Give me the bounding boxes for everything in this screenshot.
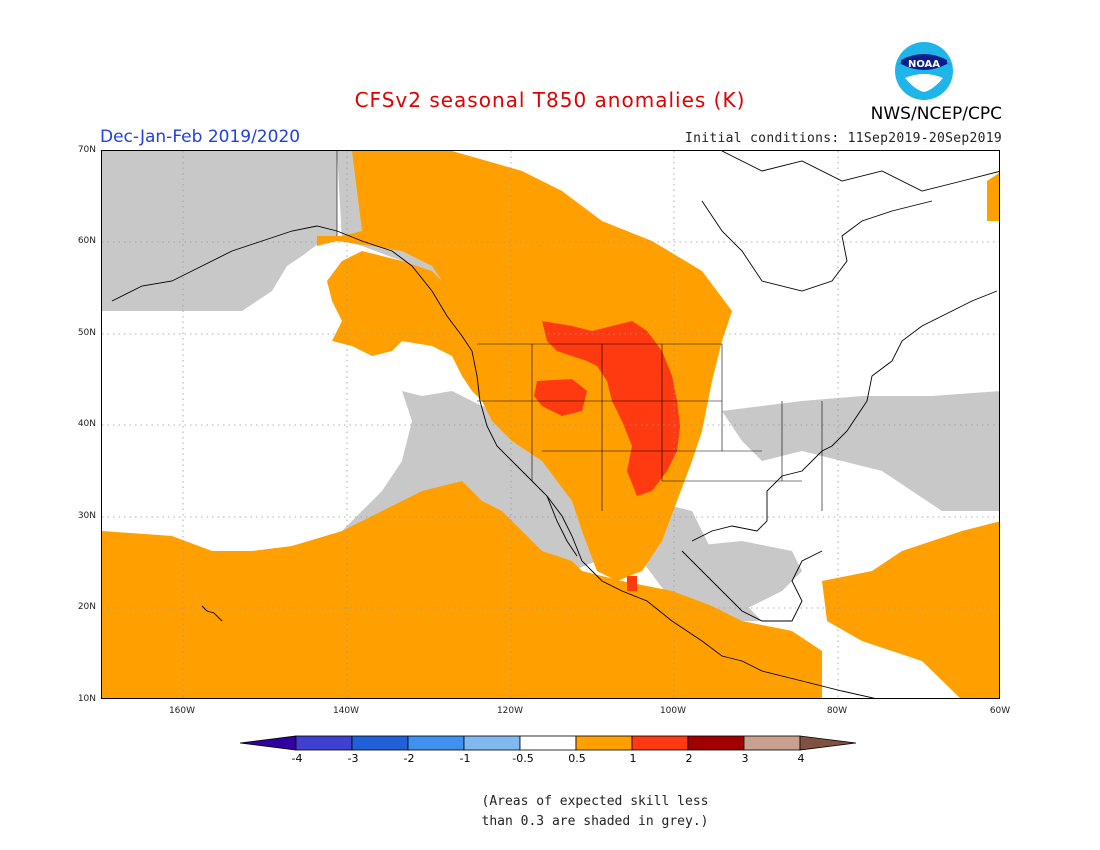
state-boundaries [336,151,823,511]
skill-footnote: (Areas of expected skill less than 0.3 a… [0,792,1100,832]
colorbar-label: -2 [403,752,415,765]
colorbar [240,735,857,751]
lon-label: 100W [659,706,687,716]
colorbar-cell [631,735,689,751]
colorbar-cell [407,735,465,751]
coastlines [111,151,999,698]
colorbar-label: -0.5 [512,752,534,765]
colorbar-cell [463,735,521,751]
colorbar-arrow-low [240,735,297,751]
initial-conditions: Initial conditions: 11Sep2019-20Sep2019 [685,131,1002,146]
red-regions [534,321,680,591]
footnote-line-2: than 0.3 are shaded in grey.) [481,814,709,829]
map-canvas [102,151,999,698]
anomaly-map [101,150,1000,699]
forecast-period: Dec-Jan-Feb 2019/2020 [100,127,301,147]
footnote-line-1: (Areas of expected skill less [481,794,709,809]
lat-label: 50N [77,328,96,338]
lon-label: 60W [989,706,1011,716]
colorbar-label: -3 [347,752,359,765]
colorbar-label: -4 [291,752,303,765]
agency-label: NWS/NCEP/CPC [870,104,1002,124]
colorbar-label: -1 [459,752,471,765]
lon-label: 140W [332,706,360,716]
colorbar-label: 3 [741,752,749,765]
colorbar-cell [575,735,633,751]
colorbar-label: 0.5 [568,752,586,765]
colorbar-label: 2 [685,752,693,765]
colorbar-label: 1 [629,752,637,765]
noaa-logo-text: NOAA [908,59,940,70]
lon-label: 160W [168,706,196,716]
colorbar-cell [743,735,801,751]
lon-label: 80W [826,706,848,716]
colorbar-cell [295,735,353,751]
lat-label: 60N [77,236,96,246]
lat-label: 30N [77,511,96,521]
colorbar-cell [351,735,409,751]
lat-label: 20N [77,602,96,612]
lat-label: 10N [77,694,96,704]
colorbar-cell [687,735,745,751]
colorbar-cell [519,735,577,751]
lat-label: 70N [77,145,96,155]
colorbar-label: 4 [797,752,805,765]
lat-label: 40N [77,419,96,429]
noaa-logo: NOAA [895,42,953,100]
colorbar-arrow-high [799,735,857,751]
map-title: CFSv2 seasonal T850 anomalies (K) [354,88,746,112]
lon-label: 120W [496,706,524,716]
